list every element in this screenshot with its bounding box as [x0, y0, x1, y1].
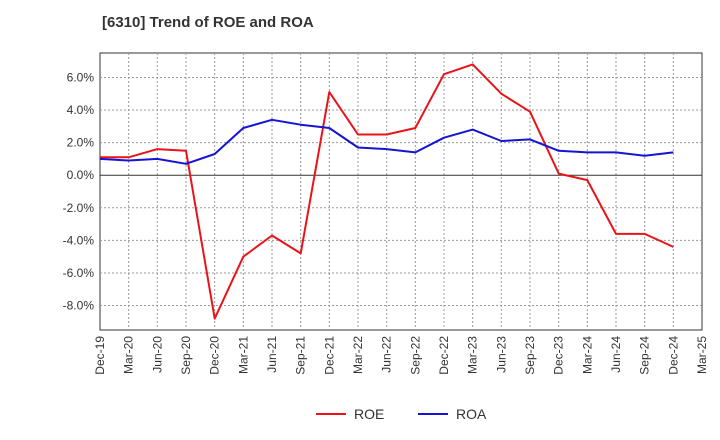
y-tick-label: -2.0%	[63, 201, 95, 215]
x-tick-label: Jun-22	[380, 336, 394, 373]
legend-label-roe: ROE	[354, 406, 384, 422]
x-tick-label: Mar-22	[351, 336, 365, 374]
y-tick-label: 6.0%	[67, 70, 95, 84]
x-tick-label: Mar-25	[695, 336, 709, 374]
legend-label-roa: ROA	[456, 406, 487, 422]
x-tick-label: Mar-21	[236, 336, 250, 374]
chart-title: [6310] Trend of ROE and ROA	[102, 14, 314, 31]
y-tick-label: 0.0%	[67, 168, 95, 182]
x-tick-label: Mar-20	[122, 336, 136, 374]
x-tick-label: Jun-21	[265, 336, 279, 373]
x-tick-label: Dec-21	[322, 336, 336, 375]
x-tick-label: Sep-23	[523, 336, 537, 375]
x-tick-label: Dec-23	[552, 336, 566, 375]
series-line-roa	[99, 118, 674, 165]
x-tick-labels: Dec-19 Mar-20 Jun-20 Sep-20 Dec-20 Mar-21 Jun-…	[93, 336, 709, 375]
plot-area	[99, 52, 703, 331]
x-tick-label: Sep-24	[638, 336, 652, 375]
x-tick-label: Dec-22	[437, 336, 451, 375]
x-tick-label: Sep-20	[179, 336, 193, 375]
x-tick-label: Mar-24	[580, 336, 594, 374]
y-tick-label: -8.0%	[63, 299, 95, 313]
x-tick-label: Jun-20	[150, 336, 164, 373]
x-tick-label: Dec-24	[666, 336, 680, 375]
series-line-roe	[100, 63, 674, 320]
y-tick-label: -4.0%	[63, 233, 95, 247]
x-tick-label: Jun-24	[609, 336, 623, 373]
x-tick-label: Jun-23	[494, 336, 508, 373]
x-tick-label: Sep-21	[294, 336, 308, 375]
legend: ROE ROA	[316, 406, 487, 422]
y-tick-label: 2.0%	[67, 136, 95, 150]
series-layer	[99, 63, 674, 320]
x-tick-label: Sep-22	[408, 336, 422, 375]
y-tick-label: -6.0%	[63, 266, 95, 280]
y-tick-label: 4.0%	[67, 103, 95, 117]
x-tick-label: Dec-19	[93, 336, 107, 375]
x-tick-label: Dec-20	[208, 336, 222, 375]
x-tick-label: Mar-23	[466, 336, 480, 374]
y-tick-labels: 6.0% 4.0% 2.0% 0.0% -2.0% -4.0% -6.0% -8.0%	[63, 70, 95, 312]
